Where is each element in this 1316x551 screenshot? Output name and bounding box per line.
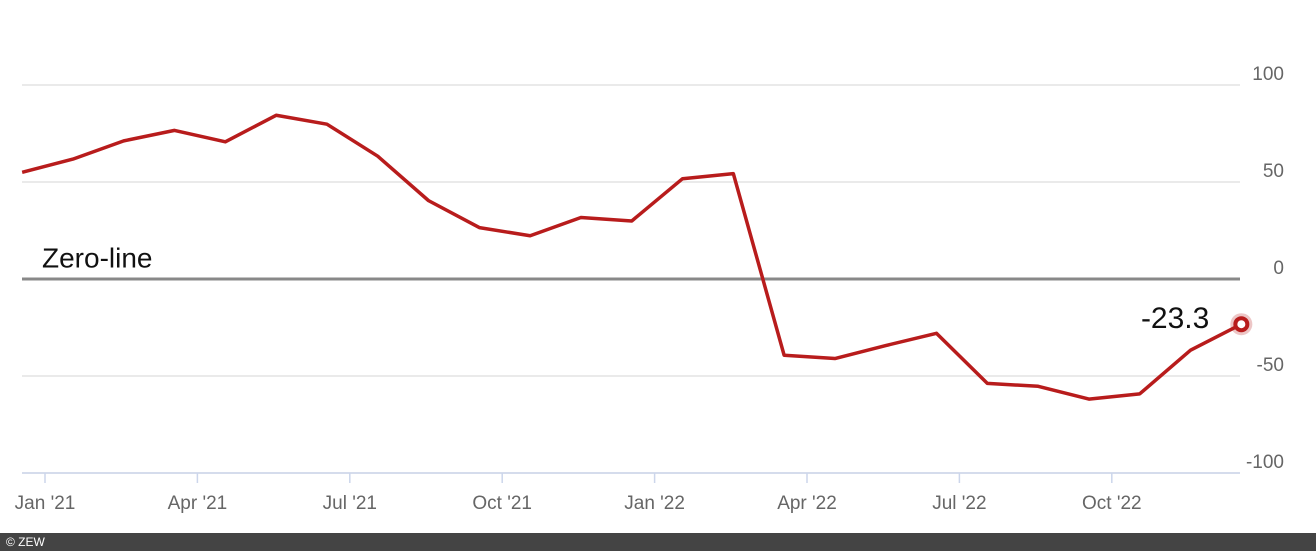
x-tick-label: Jan '22 <box>624 493 685 514</box>
x-tick-label: Apr '21 <box>168 493 228 514</box>
y-tick-label: 0 <box>1273 258 1284 279</box>
x-tick-label: Oct '21 <box>472 493 532 514</box>
x-tick-label: Jul '21 <box>323 493 377 514</box>
x-tick-label: Oct '22 <box>1082 493 1142 514</box>
y-tick-label: 100 <box>1252 64 1284 85</box>
last-point <box>1233 316 1250 333</box>
x-tick-label: Jan '21 <box>15 493 76 514</box>
y-tick-label: 50 <box>1263 161 1284 182</box>
y-tick-label: -100 <box>1246 452 1284 473</box>
credit: © ZEW <box>6 535 46 549</box>
x-tick-label: Apr '22 <box>777 493 837 514</box>
series-line <box>21 113 1243 401</box>
value-label: -23.3 <box>1141 302 1209 335</box>
x-tick-label: Jul '22 <box>932 493 986 514</box>
footer-bar <box>0 533 1316 551</box>
zero-line-label: Zero-line <box>42 242 152 273</box>
y-tick-label: -50 <box>1257 355 1284 376</box>
